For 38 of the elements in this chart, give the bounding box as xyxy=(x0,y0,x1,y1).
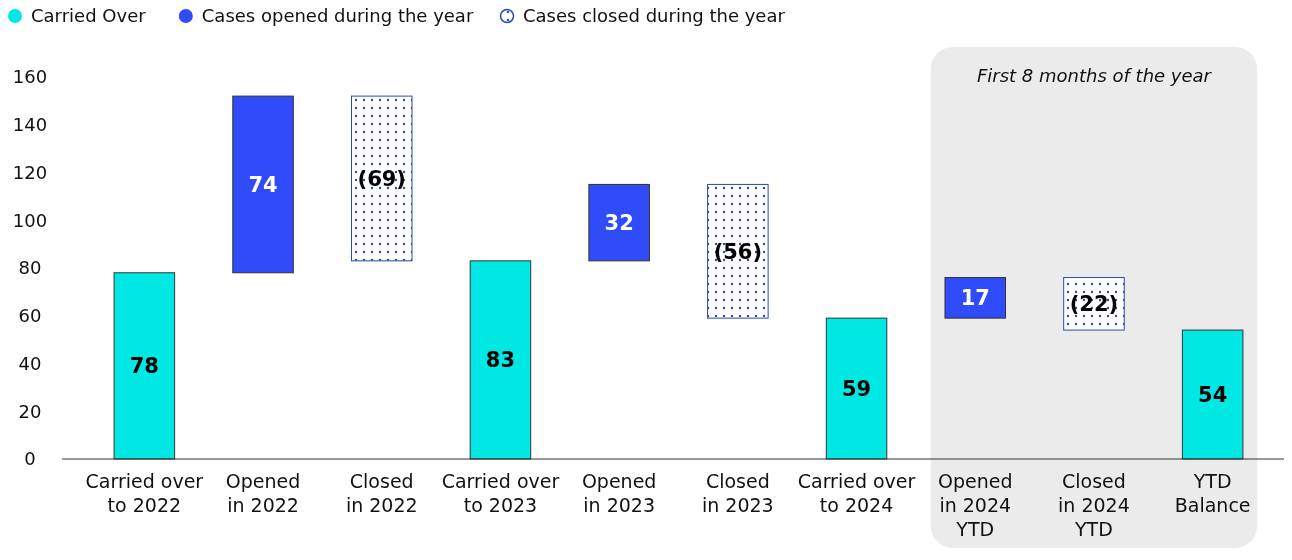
x-tick-label: Closed in 2024 YTD xyxy=(1058,470,1130,540)
data-label: (69) xyxy=(357,166,406,191)
y-tick-label: 160 xyxy=(12,66,48,88)
bar xyxy=(588,183,650,262)
x-tick-label: Opened in 2023 xyxy=(581,470,657,516)
bar xyxy=(232,95,294,274)
x-tick-label: Opened in 2022 xyxy=(225,470,301,516)
legend-label: Carried Over xyxy=(31,5,147,27)
y-tick-label: 20 xyxy=(18,400,42,422)
y-tick-label: 60 xyxy=(18,305,42,327)
bar xyxy=(350,95,413,262)
data-label: 17 xyxy=(960,286,990,311)
legend-label: Cases closed during the year xyxy=(523,5,786,27)
bar xyxy=(944,277,1007,319)
data-label: 83 xyxy=(485,348,516,373)
data-label: 32 xyxy=(604,210,634,235)
x-tick-label: Closed in 2023 xyxy=(701,470,774,516)
band-label: First 8 months of the year xyxy=(976,65,1213,86)
bar xyxy=(707,183,769,319)
data-label: (22) xyxy=(1069,292,1119,317)
x-tick-label: Carried over to 2024 xyxy=(797,470,916,516)
x-tick-label: Opened in 2024 YTD xyxy=(938,470,1013,540)
data-label: (56) xyxy=(713,239,763,264)
data-label: 54 xyxy=(1198,382,1228,407)
y-tick-label: 40 xyxy=(18,352,42,374)
y-tick-label: 0 xyxy=(24,448,36,470)
data-label: 74 xyxy=(248,172,278,197)
x-tick-label: YTD Balance xyxy=(1174,470,1251,516)
data-label: 78 xyxy=(129,354,159,379)
y-tick-label: 100 xyxy=(12,209,48,231)
data-label: 59 xyxy=(841,376,872,401)
y-tick-label: 120 xyxy=(12,161,48,183)
x-tick-label: Closed in 2022 xyxy=(345,470,418,516)
legend-label: Cases opened during the year xyxy=(201,5,474,27)
x-tick-label: Carried over to 2023 xyxy=(441,470,560,516)
x-tick-label: Carried over to 2022 xyxy=(85,470,204,516)
y-tick-label: 80 xyxy=(18,257,42,279)
y-tick-label: 140 xyxy=(12,114,48,136)
